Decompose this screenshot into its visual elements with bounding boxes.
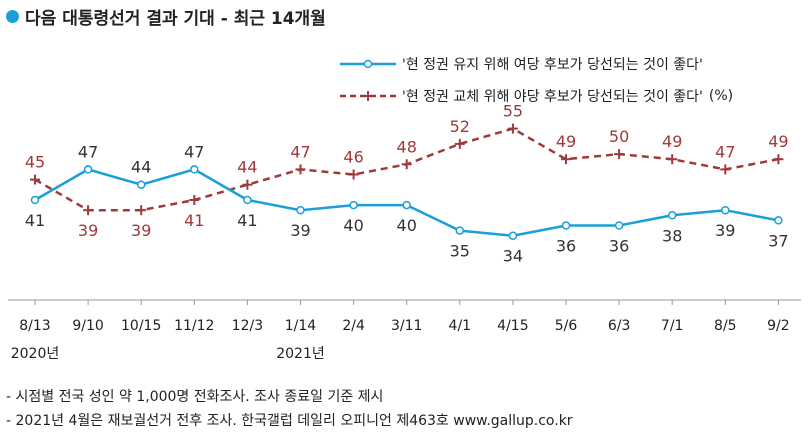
series-point-blue	[83, 165, 93, 174]
series-point-red	[295, 164, 306, 175]
data-label-blue: 34	[503, 247, 523, 266]
data-label-red: 45	[25, 153, 45, 172]
x-tick-label: 9/2	[767, 318, 790, 334]
data-label-red: 47	[715, 142, 735, 161]
data-label-red: 41	[184, 211, 204, 230]
data-label-blue: 35	[450, 242, 470, 261]
series-point-red	[773, 154, 784, 165]
data-label-red: 55	[503, 102, 523, 121]
series-point-red	[507, 123, 518, 134]
x-tick-label: 2/4	[342, 318, 365, 334]
data-label-red: 39	[78, 221, 98, 240]
series-point-blue	[136, 180, 146, 189]
series-point-blue	[721, 205, 730, 215]
series-point-blue	[30, 195, 40, 205]
x-tick-label: 10/15	[121, 318, 161, 334]
series-point-blue	[561, 221, 571, 230]
data-labels: 41 45 47 39 44 39 47 41 41 44 39 47 40 46 40 48 35 52 34 55…	[25, 102, 789, 266]
legend-line-blue-icon	[340, 59, 396, 69]
series-points	[30, 123, 784, 240]
data-label-blue: 44	[131, 158, 151, 177]
series-point-red	[614, 149, 625, 160]
data-label-red: 49	[662, 132, 682, 151]
x-axis-tick-labels: 8/13 9/10 10/15 11/12 12/3 1/14 2/4 3/11 4/1 4/15…	[19, 318, 789, 334]
series-point-red	[454, 138, 465, 149]
series-point-blue	[455, 226, 465, 235]
series-point-red	[720, 164, 731, 175]
data-label-red: 49	[556, 132, 576, 151]
data-label-red: 50	[609, 127, 629, 146]
x-tick-label: 4/15	[497, 318, 528, 334]
x-tick-label: 11/12	[174, 318, 214, 334]
legend-unit: (%)	[708, 88, 734, 104]
data-label-red: 39	[131, 221, 151, 240]
series-point-blue	[508, 231, 518, 240]
x-tick-label: 6/3	[608, 318, 631, 334]
data-label-blue: 40	[343, 216, 363, 235]
x-axis-ticks	[34, 300, 779, 305]
series-point-blue	[190, 165, 199, 174]
chart-title-text: 다음 대통령선거 결과 기대 - 최근 14개월	[25, 9, 326, 29]
series-point-blue	[774, 216, 783, 225]
data-label-red: 44	[237, 158, 257, 177]
series-point-red	[401, 159, 412, 170]
x-tick-label: 9/10	[72, 318, 103, 334]
data-label-blue: 41	[25, 211, 45, 230]
series-point-blue	[296, 205, 305, 215]
x-axis-year-labels: 2020년 2021년	[11, 346, 325, 362]
data-label-blue: 41	[237, 211, 257, 230]
title-bullet-icon	[6, 10, 19, 23]
data-label-blue: 39	[290, 221, 310, 240]
data-label-blue: 40	[397, 216, 417, 235]
x-tick-label: 12/3	[232, 318, 263, 334]
legend-item-red: '현 정권 교체 위해 야당 후보가 당선되는 것이 좋다' (%)	[340, 86, 733, 106]
chart-title: 다음 대통령선거 결과 기대 - 최근 14개월	[6, 4, 326, 29]
series-point-blue	[614, 221, 624, 230]
data-label-blue: 36	[556, 237, 576, 256]
data-label-red: 52	[450, 117, 470, 136]
footnote-1: - 시점별 전국 성인 약 1,000명 전화조사. 조사 종료일 기준 제시	[6, 389, 384, 405]
x-year-label: 2020년	[11, 346, 60, 362]
data-label-blue: 38	[662, 226, 682, 245]
x-tick-label: 1/14	[285, 318, 317, 334]
data-label-red: 48	[397, 137, 417, 156]
legend-line-red-icon	[340, 91, 396, 101]
series-point-red	[30, 174, 40, 185]
data-label-blue: 36	[609, 237, 629, 256]
series-point-blue	[667, 211, 677, 220]
footnote-2: - 2021년 4월은 재보궐선거 전후 조사. 한국갤럽 데일리 오피니언 제…	[6, 413, 573, 429]
series-point-red	[667, 154, 678, 165]
series-point-blue	[243, 195, 252, 205]
legend-label-blue: '현 정권 유지 위해 여당 후보가 당선되는 것이 좋다'	[402, 57, 703, 73]
data-label-red: 49	[768, 132, 788, 151]
series-point-blue	[402, 200, 411, 210]
data-label-red: 46	[343, 148, 363, 167]
data-label-blue: 39	[715, 221, 735, 240]
series-point-red	[189, 195, 200, 205]
series-point-red	[561, 154, 571, 165]
line-chart: 8/13 9/10 10/15 11/12 12/3 1/14 2/4 3/11 4/1 4/15…	[8, 102, 801, 362]
legend-label-red: '현 정권 교체 위해 야당 후보가 당선되는 것이 좋다'	[402, 89, 703, 105]
series-point-red	[348, 169, 359, 180]
x-tick-label: 8/13	[19, 318, 50, 334]
data-label-blue: 47	[78, 142, 98, 161]
x-tick-label: 5/6	[555, 318, 578, 334]
data-label-blue: 37	[768, 231, 788, 250]
x-tick-label: 8/5	[714, 318, 737, 334]
series-point-red	[242, 179, 253, 190]
data-label-blue: 47	[184, 142, 204, 161]
series-point-blue	[349, 200, 358, 210]
series-point-red	[136, 205, 147, 216]
x-tick-label: 4/1	[449, 318, 472, 334]
series-point-red	[83, 205, 94, 216]
data-label-red: 47	[290, 142, 310, 161]
x-year-label: 2021년	[276, 346, 325, 362]
x-tick-label: 3/11	[391, 318, 422, 334]
x-tick-label: 7/1	[661, 318, 684, 334]
legend-item-blue: '현 정권 유지 위해 여당 후보가 당선되는 것이 좋다'	[340, 54, 703, 74]
